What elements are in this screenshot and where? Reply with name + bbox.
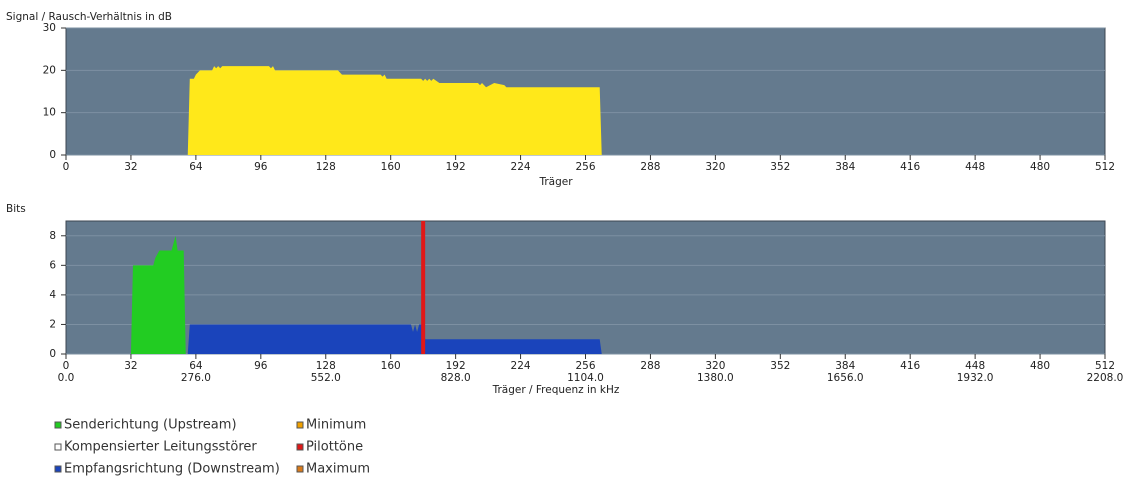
y-tick-label: 4 (49, 289, 56, 301)
y-tick-label: 20 (43, 64, 56, 76)
x2-tick-label: 276.0 (181, 372, 211, 384)
legend-swatch (296, 421, 304, 429)
x-tick-label: 32 (124, 161, 137, 173)
y-tick-label: 0 (49, 149, 56, 161)
legend-label: Maximum (306, 462, 370, 477)
x-tick-label: 0 (63, 360, 70, 372)
legend-label: Pilottöne (306, 440, 363, 455)
x2-tick-label: 828.0 (441, 372, 471, 384)
x-tick-label: 416 (900, 360, 920, 372)
x-tick-label: 160 (381, 360, 401, 372)
x2-tick-label: 552.0 (311, 372, 341, 384)
legend-label: Minimum (306, 418, 366, 433)
x-tick-label: 256 (575, 360, 595, 372)
pilot-line (421, 221, 426, 354)
x-tick-label: 512 (1095, 161, 1115, 173)
legend-swatch (296, 443, 304, 451)
x-tick-label: 96 (254, 161, 268, 173)
x-tick-label: 128 (316, 360, 336, 372)
x2-tick-label: 1656.0 (827, 372, 864, 384)
x-tick-label: 352 (770, 360, 790, 372)
y-tick-label: 10 (43, 107, 56, 119)
x-tick-label: 352 (770, 161, 790, 173)
x-tick-label: 448 (965, 161, 985, 173)
x-tick-label: 384 (835, 360, 855, 372)
x-tick-label: 416 (900, 161, 920, 173)
x-tick-label: 32 (124, 360, 137, 372)
x2-tick-label: 2208.0 (1087, 372, 1124, 384)
x2-tick-label: 1932.0 (957, 372, 994, 384)
x-tick-label: 256 (575, 161, 595, 173)
x-tick-label: 224 (511, 360, 531, 372)
x-tick-label: 288 (640, 360, 660, 372)
legend-label: Senderichtung (Upstream) (64, 418, 237, 433)
x-tick-label: 64 (189, 161, 203, 173)
y-tick-label: 6 (49, 259, 56, 271)
x-tick-label: 96 (254, 360, 268, 372)
legend-swatch (54, 421, 62, 429)
x-tick-label: 128 (316, 161, 336, 173)
legend-label: Empfangsrichtung (Downstream) (64, 462, 280, 477)
area (187, 324, 602, 354)
x-tick-label: 288 (640, 161, 660, 173)
x-tick-label: 320 (705, 161, 725, 173)
area (187, 66, 602, 155)
y-tick-label: 0 (49, 348, 56, 360)
x-tick-label: 192 (446, 360, 466, 372)
x-tick-label: 448 (965, 360, 985, 372)
x-tick-label: 320 (705, 360, 725, 372)
y-tick-label: 2 (49, 318, 56, 330)
x-axis-title: Träger / Frequenz in kHz (492, 384, 620, 396)
legend-swatch (296, 465, 304, 473)
y-tick-label: 30 (43, 22, 56, 34)
x-tick-label: 160 (381, 161, 401, 173)
x2-tick-label: 0.0 (58, 372, 75, 384)
x2-tick-label: 1380.0 (697, 372, 734, 384)
x-axis-title: Träger (538, 176, 573, 188)
x-tick-label: 512 (1095, 360, 1115, 372)
y-axis-title: Signal / Rausch-Verhältnis in dB (6, 11, 172, 23)
x-tick-label: 480 (1030, 360, 1050, 372)
legend-swatch (54, 465, 62, 473)
x-tick-label: 64 (189, 360, 203, 372)
x2-tick-label: 1104.0 (567, 372, 604, 384)
legend-label: Kompensierter Leitungsstörer (64, 440, 257, 455)
area (130, 235, 186, 354)
x-tick-label: 384 (835, 161, 855, 173)
x-tick-label: 224 (511, 161, 531, 173)
y-axis-title: Bits (6, 203, 26, 215)
y-tick-label: 8 (49, 230, 56, 242)
x-tick-label: 480 (1030, 161, 1050, 173)
x-tick-label: 192 (446, 161, 466, 173)
x-tick-label: 0 (63, 161, 70, 173)
legend-swatch (54, 443, 62, 451)
